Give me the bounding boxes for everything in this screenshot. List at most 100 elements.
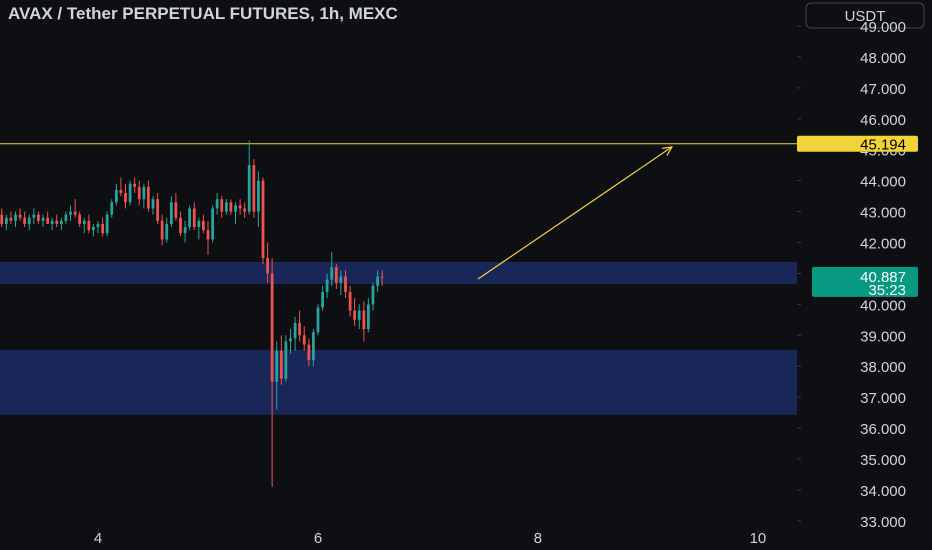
y-tick-label: 35.000: [860, 452, 906, 469]
candle-body: [23, 217, 27, 224]
candle-body: [0, 214, 4, 224]
candle-body: [32, 214, 36, 218]
candle-body: [101, 223, 105, 234]
candle-body: [380, 276, 384, 278]
candle-body: [4, 217, 8, 224]
y-tick-label: 36.000: [860, 421, 906, 438]
candle-body: [169, 202, 173, 224]
candle-body: [330, 267, 334, 280]
candle-body: [41, 217, 45, 221]
y-tick-label: 38.000: [860, 359, 906, 376]
candle-body: [348, 291, 352, 311]
candle-body: [82, 220, 86, 224]
candle-body: [206, 230, 210, 240]
candle-body: [69, 211, 72, 215]
candle-body: [298, 322, 302, 336]
y-tick-label: 42.000: [860, 236, 906, 253]
candle-body: [325, 279, 329, 292]
candle-body: [192, 208, 196, 228]
zone: [0, 349, 797, 415]
candle-body: [220, 199, 224, 212]
y-tick-label: 39.000: [860, 328, 906, 345]
candle-body: [371, 285, 375, 305]
candle-body: [156, 199, 160, 221]
candle-body: [238, 205, 242, 209]
candle-body: [78, 214, 82, 224]
candle-body: [188, 208, 192, 228]
candle-body: [229, 202, 233, 212]
candle-body: [9, 217, 13, 221]
candle-body: [18, 214, 22, 218]
countdown-label: 35:23: [868, 282, 906, 299]
candle-body: [124, 193, 127, 203]
y-tick-label: 34.000: [860, 483, 906, 500]
candle-body: [55, 220, 59, 224]
candle-body: [316, 307, 320, 333]
candle-body: [105, 214, 109, 234]
candle-body: [96, 223, 100, 228]
candle-body: [146, 186, 150, 209]
candle-body: [179, 217, 182, 234]
candle-body: [243, 208, 247, 212]
candle-body: [366, 304, 370, 330]
y-tick-label: 37.000: [860, 390, 906, 407]
candle-body: [247, 165, 251, 212]
candle-body: [50, 220, 54, 224]
candle-body: [334, 267, 338, 283]
candle-body: [211, 208, 214, 240]
currency-label[interactable]: USDT: [845, 8, 886, 25]
candle-body: [14, 214, 17, 221]
candle-body: [27, 217, 31, 224]
y-tick-label: 49.000: [860, 19, 906, 36]
candle-body: [165, 223, 169, 240]
x-tick-label: 10: [750, 530, 767, 547]
candle-body: [266, 257, 269, 274]
candle-body: [362, 310, 366, 330]
last-price-label: 40.887: [860, 269, 906, 286]
candle-body: [261, 180, 265, 258]
candle-body: [46, 217, 50, 224]
candle-body: [224, 202, 228, 212]
candle-body: [133, 183, 137, 187]
candle-body: [284, 341, 288, 379]
y-tick-label: 44.000: [860, 174, 906, 191]
y-tick-label: 43.000: [860, 205, 906, 222]
candle-body: [128, 183, 132, 203]
y-tick-label: 47.000: [860, 81, 906, 98]
candle-body: [376, 276, 379, 286]
candle-body: [215, 199, 219, 209]
price-label-box: [797, 135, 918, 152]
y-tick-label: 48.000: [860, 50, 906, 67]
last-price-box: [812, 266, 918, 297]
candle-body: [256, 180, 260, 212]
candle-body: [91, 227, 95, 231]
candle-body: [357, 310, 361, 320]
zone: [0, 261, 797, 284]
currency-button[interactable]: [805, 2, 925, 29]
candle-body: [174, 202, 178, 218]
candle-body: [307, 344, 311, 361]
price-label: 45.194: [860, 137, 906, 154]
candle-body: [293, 322, 297, 339]
candle-body: [353, 310, 356, 320]
candle-body: [73, 211, 77, 215]
candle-body: [37, 214, 40, 221]
candle-body: [59, 220, 63, 224]
candle-body: [275, 350, 279, 382]
candle-body: [234, 205, 237, 212]
arrow-head: [661, 146, 674, 156]
candle-body: [344, 276, 347, 292]
candle-body: [197, 220, 201, 228]
candle-body: [270, 273, 274, 382]
x-tick-label: 8: [534, 530, 542, 547]
candle-body: [160, 220, 164, 240]
candle-body: [252, 165, 256, 212]
candle-body: [110, 202, 114, 215]
candle-body: [201, 220, 205, 231]
candle-body: [151, 199, 155, 209]
y-tick-label: 40.000: [860, 297, 906, 314]
candle-body: [87, 220, 91, 231]
candle-body: [114, 189, 118, 203]
candle-body: [311, 332, 315, 361]
